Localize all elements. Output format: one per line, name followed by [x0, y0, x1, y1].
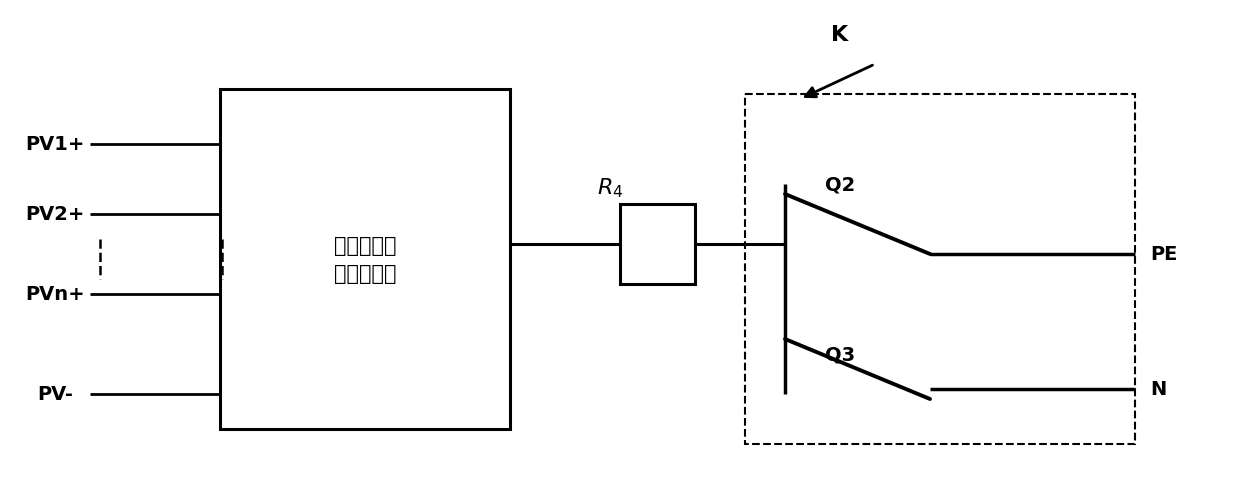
- Bar: [620, 204, 695, 285]
- Bar: [221, 90, 510, 429]
- Bar: [745, 95, 1135, 444]
- Text: PE: PE: [1150, 245, 1177, 264]
- Text: PV1+: PV1+: [25, 135, 84, 154]
- Text: Q3: Q3: [825, 345, 855, 364]
- Text: PV-: PV-: [37, 384, 73, 404]
- Text: N: N: [1150, 380, 1166, 399]
- Text: PV2+: PV2+: [25, 205, 84, 224]
- Text: $R_4$: $R_4$: [597, 176, 623, 199]
- Text: K: K: [831, 25, 849, 45]
- Text: PVn+: PVn+: [25, 285, 84, 304]
- Text: Q2: Q2: [825, 175, 855, 194]
- Text: 光伏阵列绞
缘检测电路: 光伏阵列绞 缘检测电路: [333, 236, 396, 283]
